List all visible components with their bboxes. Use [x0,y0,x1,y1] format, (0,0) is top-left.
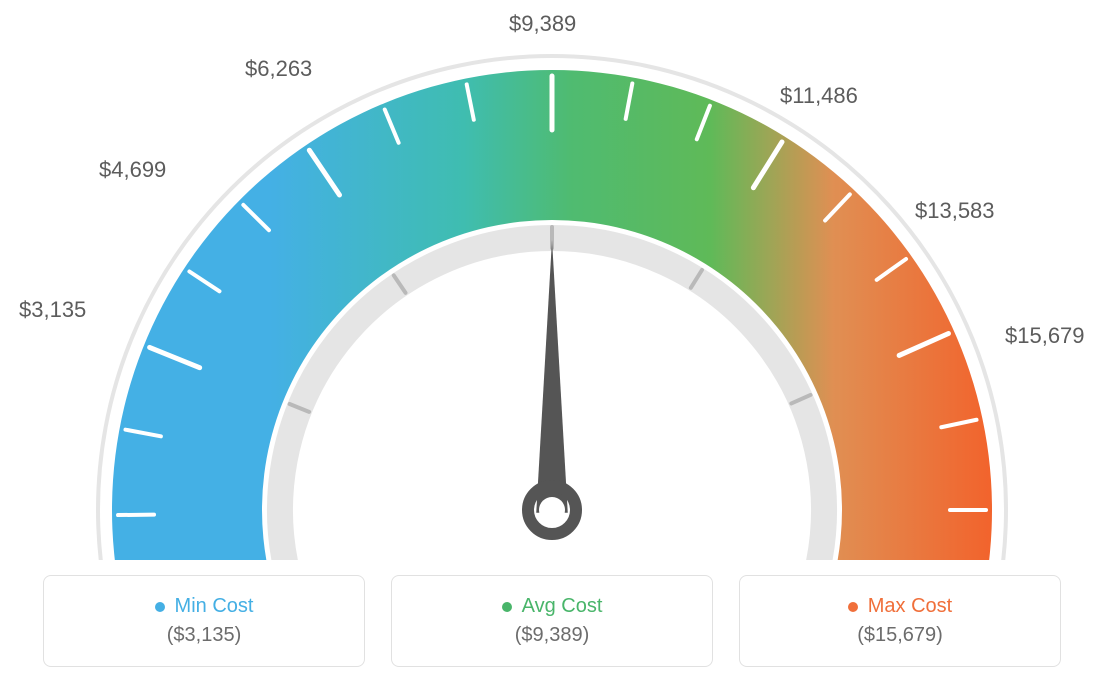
avg-cost-card: Avg Cost ($9,389) [391,575,713,667]
max-dot-icon [848,602,858,612]
max-cost-title: Max Cost [848,595,952,618]
tick-label-3: $9,389 [509,11,576,37]
min-cost-value: ($3,135) [167,624,242,647]
max-cost-value: ($15,679) [857,624,943,647]
tick-label-0: $3,135 [19,297,86,323]
max-cost-label: Max Cost [868,595,952,618]
summary-cards: Min Cost ($3,135) Avg Cost ($9,389) Max … [43,575,1061,667]
tick-label-1: $4,699 [99,157,166,183]
tick-label-2: $6,263 [245,56,312,82]
avg-cost-value: ($9,389) [515,624,590,647]
tick-label-6: $15,679 [1005,323,1085,349]
max-cost-card: Max Cost ($15,679) [739,575,1061,667]
min-cost-label: Min Cost [175,595,254,618]
avg-cost-label: Avg Cost [522,595,603,618]
gauge-svg [52,20,1052,560]
avg-dot-icon [502,602,512,612]
min-cost-card: Min Cost ($3,135) [43,575,365,667]
min-dot-icon [155,602,165,612]
tick-label-4: $11,486 [780,83,858,109]
avg-cost-title: Avg Cost [502,595,603,618]
gauge-chart: $3,135 $4,699 $6,263 $9,389 $11,486 $13,… [0,0,1104,560]
tick-label-5: $13,583 [915,198,995,224]
min-cost-title: Min Cost [155,595,254,618]
